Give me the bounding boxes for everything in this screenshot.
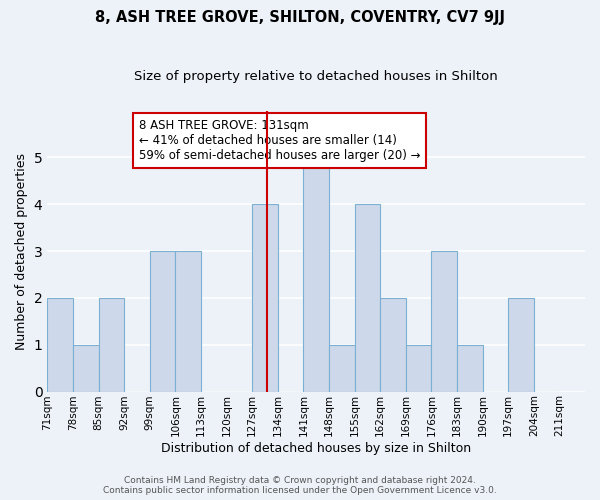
Bar bbox=[252, 204, 278, 392]
Y-axis label: Number of detached properties: Number of detached properties bbox=[15, 152, 28, 350]
Text: 8, ASH TREE GROVE, SHILTON, COVENTRY, CV7 9JJ: 8, ASH TREE GROVE, SHILTON, COVENTRY, CV… bbox=[95, 10, 505, 25]
Bar bbox=[406, 344, 431, 392]
Text: Contains HM Land Registry data © Crown copyright and database right 2024.
Contai: Contains HM Land Registry data © Crown c… bbox=[103, 476, 497, 495]
Bar bbox=[150, 251, 175, 392]
Bar bbox=[73, 344, 98, 392]
Bar bbox=[98, 298, 124, 392]
Bar bbox=[457, 344, 482, 392]
Bar bbox=[431, 251, 457, 392]
Bar bbox=[175, 251, 201, 392]
Bar bbox=[508, 298, 534, 392]
Bar bbox=[47, 298, 73, 392]
Bar bbox=[380, 298, 406, 392]
Bar bbox=[304, 158, 329, 392]
Title: Size of property relative to detached houses in Shilton: Size of property relative to detached ho… bbox=[134, 70, 498, 83]
X-axis label: Distribution of detached houses by size in Shilton: Distribution of detached houses by size … bbox=[161, 442, 471, 455]
Bar bbox=[329, 344, 355, 392]
Text: 8 ASH TREE GROVE: 131sqm
← 41% of detached houses are smaller (14)
59% of semi-d: 8 ASH TREE GROVE: 131sqm ← 41% of detach… bbox=[139, 119, 420, 162]
Bar bbox=[355, 204, 380, 392]
